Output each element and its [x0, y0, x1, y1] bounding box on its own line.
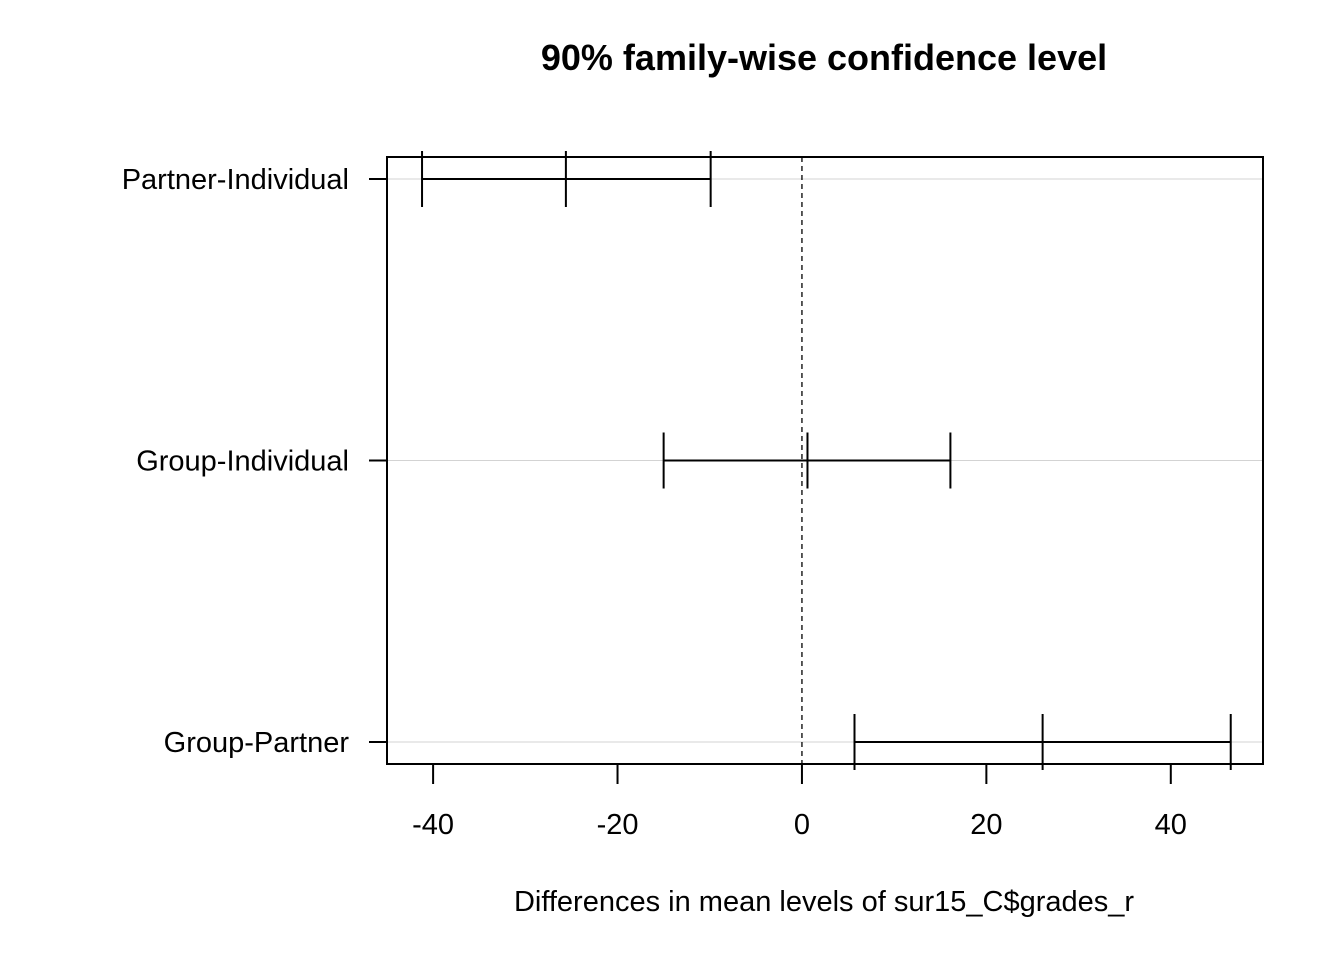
x-tick-label: -40	[412, 809, 454, 841]
x-tick-label: 0	[794, 809, 810, 841]
y-axis: Partner-Individual Group-Individual Group-…	[122, 164, 387, 759]
chart-title: 90% family-wise confidence level	[541, 37, 1107, 78]
x-axis: -40 -20 0 20 40	[412, 764, 1187, 841]
x-tick-label: -20	[597, 809, 639, 841]
y-category-label: Group-Individual	[136, 446, 349, 478]
x-tick-label: 20	[970, 809, 1002, 841]
x-axis-label: Differences in mean levels of sur15_C$gr…	[514, 886, 1134, 918]
y-category-label: Group-Partner	[164, 727, 350, 759]
confidence-intervals	[421, 151, 1232, 770]
interval-group-partner	[853, 714, 1232, 770]
interval-partner-individual	[421, 151, 712, 207]
y-category-label: Partner-Individual	[122, 164, 349, 196]
interval-group-individual	[662, 432, 952, 489]
x-tick-label: 40	[1155, 809, 1187, 841]
